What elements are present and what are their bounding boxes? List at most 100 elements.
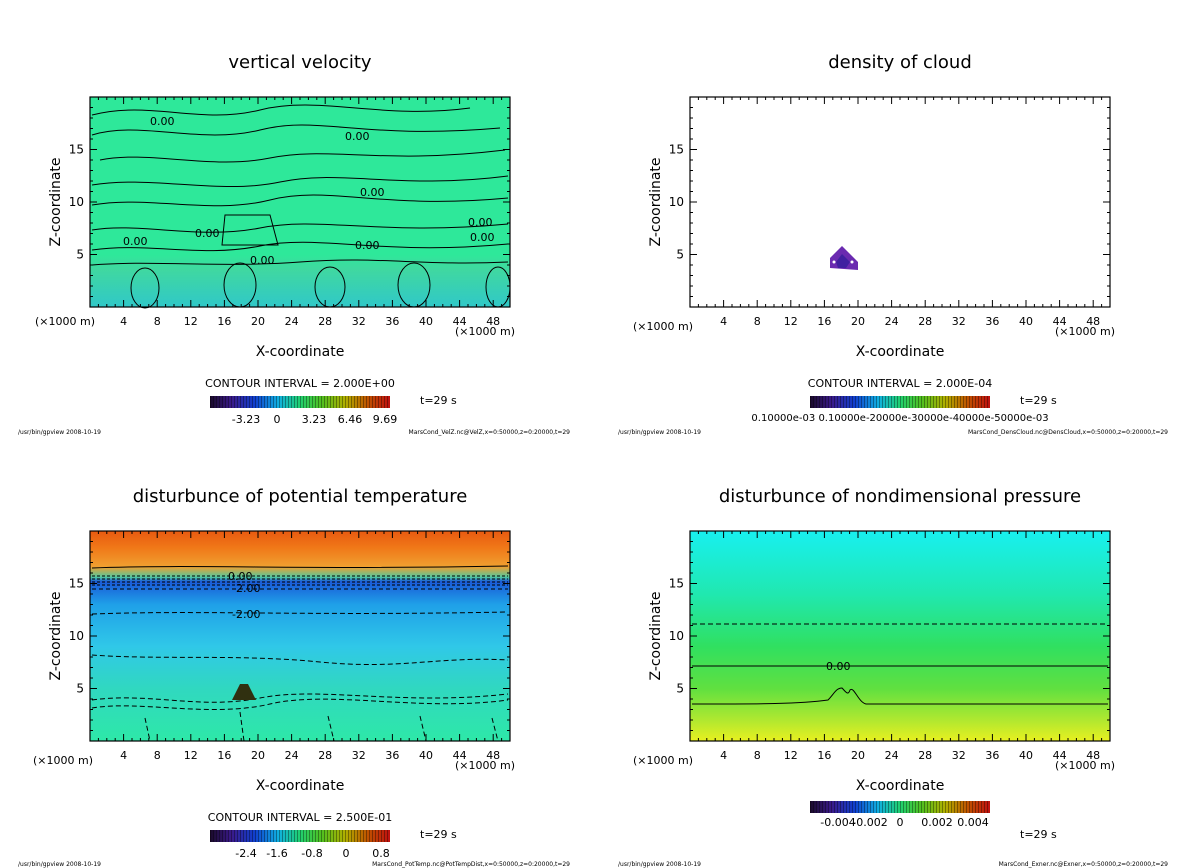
contour-interval: CONTOUR INTERVAL = 2.000E-04 bbox=[808, 377, 992, 390]
colorbar-tick: -0.8 bbox=[301, 847, 322, 860]
footer-right: MarsCond_Exner.nc@Exner,x=0:50000,z=0:20… bbox=[999, 861, 1169, 868]
y-tick-label: 10 bbox=[669, 195, 684, 209]
x-tick-label: 32 bbox=[352, 315, 366, 328]
contour-label: 0.00 bbox=[228, 570, 253, 583]
x-tick-label: 20 bbox=[851, 315, 865, 328]
colorbar-tick: 0 bbox=[897, 816, 904, 829]
x-tick-label: 44 bbox=[453, 315, 467, 328]
x-tick-label: 48 bbox=[1086, 749, 1100, 762]
x-tick-label: 32 bbox=[352, 749, 366, 762]
contour-label: 0.00 bbox=[470, 231, 495, 244]
colorbar-tick: -2.4 bbox=[235, 847, 256, 860]
colorbar-tick: 0.10000e-03 0.10000e-20000e-30000e-40000… bbox=[751, 413, 1048, 424]
x-tick-label: 20 bbox=[851, 749, 865, 762]
panel-vertical-velocity: vertical velocity 0.00 0.00 0.00 0.00 0.… bbox=[18, 52, 570, 436]
time-label: t=29 s bbox=[420, 394, 457, 407]
x-tick-label: 24 bbox=[885, 749, 899, 762]
x-unit-left: (×1000 m) bbox=[35, 315, 95, 328]
y-tick-label: 15 bbox=[669, 143, 684, 157]
x-tick-label: 28 bbox=[318, 749, 332, 762]
x-tick-label: 4 bbox=[120, 315, 127, 328]
plot-field bbox=[90, 97, 510, 307]
x-tick-label: 36 bbox=[385, 315, 399, 328]
x-tick-label: 48 bbox=[486, 749, 500, 762]
colorbar-tick: -0.002 bbox=[852, 816, 887, 829]
plot-field bbox=[90, 531, 510, 741]
y-tick-label: 10 bbox=[669, 629, 684, 643]
colorbar-tick: 0.002 bbox=[921, 816, 953, 829]
footer-left: /usr/bin/gpview 2008-10-19 bbox=[618, 861, 701, 868]
x-tick-label: 28 bbox=[918, 749, 932, 762]
footer-left: /usr/bin/gpview 2008-10-19 bbox=[18, 429, 101, 436]
x-tick-label: 12 bbox=[784, 749, 798, 762]
x-unit-left: (×1000 m) bbox=[33, 754, 93, 767]
y-axis-ticks: 5 10 15 bbox=[669, 541, 1110, 731]
colorbar-tick: 0 bbox=[343, 847, 350, 860]
panel-potential-temperature: disturbunce of potential temperature 0.0… bbox=[18, 486, 570, 868]
x-axis-ticks: 4 8 12 16 20 24 28 32 36 40 44 48 bbox=[97, 531, 503, 762]
x-tick-label: 24 bbox=[285, 315, 299, 328]
x-tick-label: 44 bbox=[453, 749, 467, 762]
y-tick-label: 10 bbox=[69, 195, 84, 209]
contour-lines bbox=[691, 623, 1108, 705]
y-tick-label: 5 bbox=[76, 682, 84, 696]
x-tick-label: 40 bbox=[419, 315, 433, 328]
x-tick-label: 32 bbox=[952, 315, 966, 328]
colorbar-tick: 9.69 bbox=[373, 413, 398, 426]
x-axis-label: X-coordinate bbox=[256, 344, 345, 360]
plot-field bbox=[690, 531, 1110, 741]
colorbar-tick: -3.23 bbox=[232, 413, 260, 426]
y-axis-ticks: 5 10 15 bbox=[69, 107, 510, 297]
x-tick-label: 36 bbox=[385, 749, 399, 762]
contour-label: 0.00 bbox=[468, 216, 493, 229]
time-label: t=29 s bbox=[420, 828, 457, 841]
x-tick-label: 12 bbox=[784, 315, 798, 328]
x-unit-right: (×1000 m) bbox=[1055, 325, 1115, 338]
y-axis-label: Z-coordinate bbox=[648, 157, 664, 246]
contour-label: -2.00 bbox=[232, 608, 260, 621]
x-tick-label: 16 bbox=[217, 315, 231, 328]
x-tick-label: 44 bbox=[1053, 749, 1067, 762]
x-tick-label: 8 bbox=[754, 749, 761, 762]
footer-left: /usr/bin/gpview 2008-10-19 bbox=[18, 861, 101, 868]
x-tick-label: 8 bbox=[754, 315, 761, 328]
y-tick-label: 5 bbox=[676, 682, 684, 696]
colorbar-tick: 0.8 bbox=[372, 847, 390, 860]
x-tick-label: 12 bbox=[184, 749, 198, 762]
colorbar-tick-labels: -0.004 -0.002 0 0.002 0.004 bbox=[820, 816, 988, 829]
x-tick-label: 4 bbox=[120, 749, 127, 762]
y-tick-label: 15 bbox=[669, 577, 684, 591]
contour-label: 0.00 bbox=[195, 227, 220, 240]
contour-labels: 0.00 0.00 0.00 0.00 0.00 0.00 0.00 0.00 … bbox=[123, 115, 495, 267]
contour-interval: CONTOUR INTERVAL = 2.500E-01 bbox=[208, 811, 392, 824]
y-tick-label: 10 bbox=[69, 629, 84, 643]
cloud-blob bbox=[830, 246, 858, 270]
panel-nondimensional-pressure: disturbunce of nondimensional pressure 0… bbox=[618, 486, 1168, 868]
panel-title: disturbunce of potential temperature bbox=[133, 486, 468, 507]
contour-label: -2.00 bbox=[232, 582, 260, 595]
time-label: t=29 s bbox=[1020, 828, 1057, 841]
x-axis-label: X-coordinate bbox=[856, 344, 945, 360]
x-tick-label: 24 bbox=[885, 315, 899, 328]
contour-interval: CONTOUR INTERVAL = 2.000E+00 bbox=[205, 377, 395, 390]
x-unit-left: (×1000 m) bbox=[633, 754, 693, 767]
colorbar-tick: 0 bbox=[274, 413, 281, 426]
x-tick-label: 36 bbox=[985, 749, 999, 762]
x-tick-label: 28 bbox=[918, 315, 932, 328]
panel-title: disturbunce of nondimensional pressure bbox=[719, 486, 1081, 507]
x-tick-label: 44 bbox=[1053, 315, 1067, 328]
contour-label: 0.00 bbox=[355, 239, 380, 252]
panel-title: density of cloud bbox=[828, 52, 972, 73]
contour-labels: 0.00 -2.00 -2.00 bbox=[228, 570, 260, 621]
contour-label: 0.00 bbox=[360, 186, 385, 199]
contour-label: 0.00 bbox=[345, 130, 370, 143]
warm-core bbox=[232, 684, 256, 700]
x-axis-ticks: 4 8 12 16 20 24 28 32 36 40 44 48 bbox=[697, 97, 1103, 328]
time-label: t=29 s bbox=[1020, 394, 1057, 407]
x-tick-label: 24 bbox=[285, 749, 299, 762]
panel-title: vertical velocity bbox=[228, 52, 372, 73]
y-axis-label: Z-coordinate bbox=[48, 157, 64, 246]
y-tick-label: 15 bbox=[69, 143, 84, 157]
colorbar-tick: 6.46 bbox=[338, 413, 363, 426]
